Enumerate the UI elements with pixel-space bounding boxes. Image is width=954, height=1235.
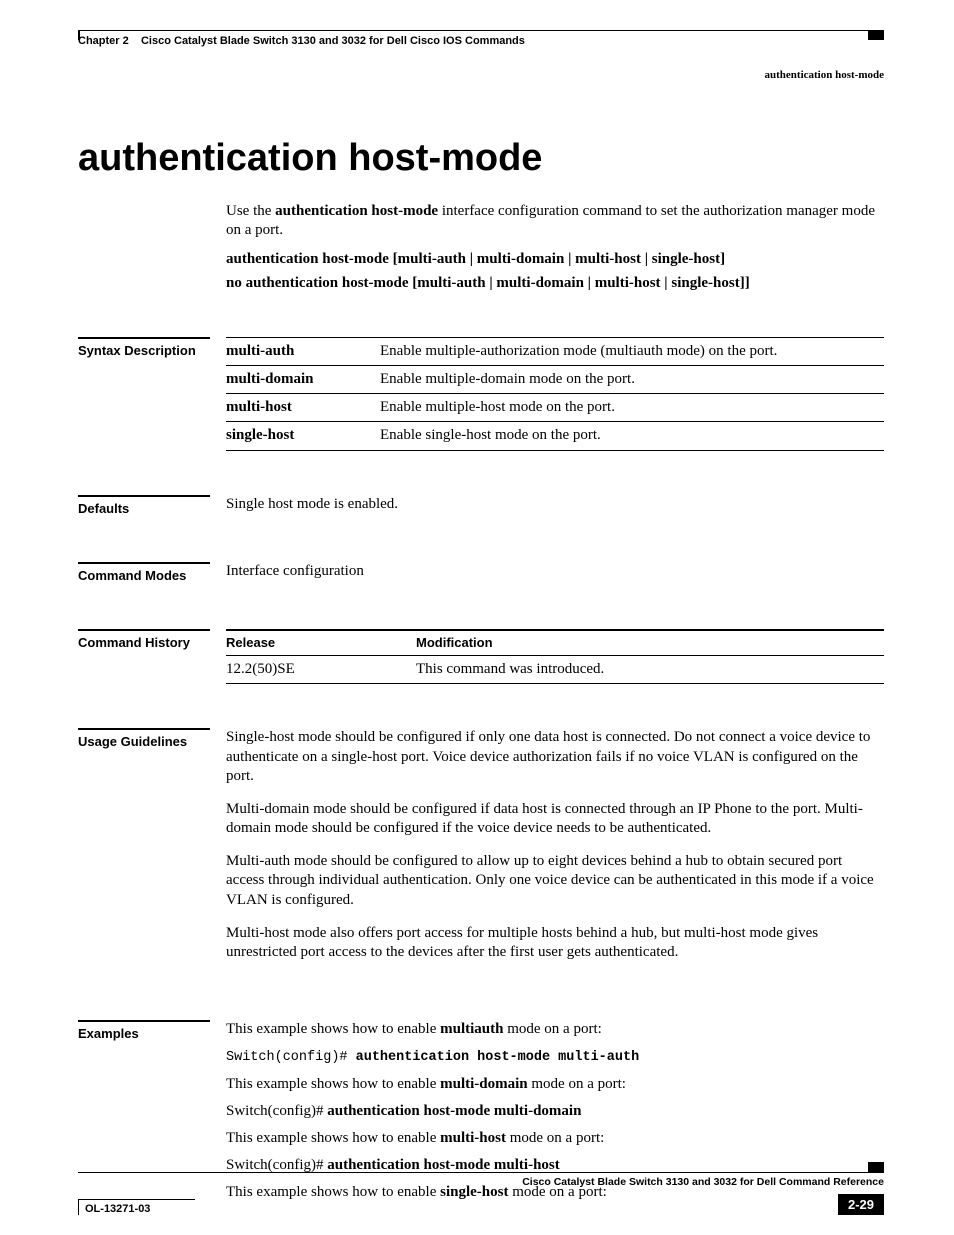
intro-paragraph: Use the authentication host-mode interfa… xyxy=(226,202,884,240)
page-title: authentication host-mode xyxy=(78,137,884,180)
footer-page-number: 2-29 xyxy=(838,1194,884,1215)
table-row: single-hostEnable single-host mode on th… xyxy=(226,422,884,450)
example-command: Switch(config)# authentication host-mode… xyxy=(226,1047,884,1066)
example-description: This example shows how to enable multi-d… xyxy=(226,1075,884,1094)
table-row: multi-hostEnable multiple-host mode on t… xyxy=(226,394,884,422)
history-col-modification: Modification xyxy=(416,630,884,656)
footer-book-title: Cisco Catalyst Blade Switch 3130 and 303… xyxy=(78,1172,884,1188)
usage-paragraph: Single-host mode should be configured if… xyxy=(226,728,884,786)
defaults-text: Single host mode is enabled. xyxy=(226,495,884,518)
chapter-label: Chapter 2 xyxy=(78,35,129,47)
example-command: Switch(config)# authentication host-mode… xyxy=(226,1102,884,1121)
syntax-line-1: authentication host-mode [multi-auth | m… xyxy=(226,250,884,269)
chapter-title: Cisco Catalyst Blade Switch 3130 and 303… xyxy=(141,35,525,47)
usage-guidelines-label: Usage Guidelines xyxy=(78,728,210,749)
page-header: Chapter 2 Cisco Catalyst Blade Switch 31… xyxy=(78,35,884,47)
footer-docnum: OL-13271-03 xyxy=(78,1199,195,1215)
command-modes-label: Command Modes xyxy=(78,562,210,583)
syntax-description-table: multi-authEnable multiple-authorization … xyxy=(226,337,884,451)
usage-guidelines-body: Single-host mode should be configured if… xyxy=(226,728,884,976)
history-col-release: Release xyxy=(226,630,416,656)
defaults-label: Defaults xyxy=(78,495,210,516)
table-row: multi-domainEnable multiple-domain mode … xyxy=(226,365,884,393)
command-modes-text: Interface configuration xyxy=(226,562,884,585)
syntax-line-2: no authentication host-mode [multi-auth … xyxy=(226,274,884,293)
history-row: 12.2(50)SE This command was introduced. xyxy=(226,656,884,684)
usage-paragraph: Multi-host mode also offers port access … xyxy=(226,924,884,962)
table-row: multi-authEnable multiple-authorization … xyxy=(226,337,884,365)
usage-paragraph: Multi-domain mode should be configured i… xyxy=(226,800,884,838)
header-topic: authentication host-mode xyxy=(78,69,884,81)
example-description: This example shows how to enable multi-h… xyxy=(226,1129,884,1148)
examples-label: Examples xyxy=(78,1020,210,1041)
syntax-description-label: Syntax Description xyxy=(78,337,210,358)
usage-paragraph: Multi-auth mode should be configured to … xyxy=(226,852,884,910)
command-history-label: Command History xyxy=(78,629,210,650)
command-history-table: Release Modification 12.2(50)SE This com… xyxy=(226,629,884,685)
page-footer: Cisco Catalyst Blade Switch 3130 and 303… xyxy=(78,1172,884,1215)
example-description: This example shows how to enable multiau… xyxy=(226,1020,884,1039)
